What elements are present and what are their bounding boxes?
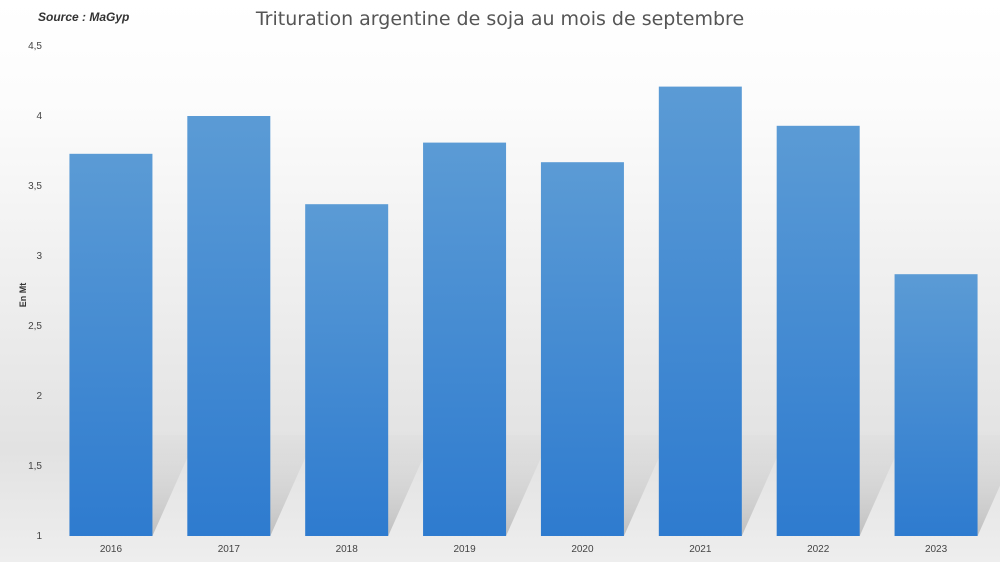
bar-2017 (187, 116, 271, 536)
x-tick-label: 2021 (689, 544, 712, 555)
x-tick-label: 2018 (336, 544, 359, 555)
y-tick-label: 4 (36, 111, 42, 122)
bar-2018 (305, 204, 389, 536)
y-tick-label: 1,5 (28, 461, 42, 472)
bar-2023 (894, 274, 978, 536)
bars (69, 86, 978, 537)
bar-2019 (423, 142, 507, 536)
bar-2020 (540, 162, 624, 536)
source-note: Source : MaGyp (38, 10, 130, 24)
y-tick-label: 1 (36, 531, 42, 542)
y-tick-label: 2 (36, 391, 42, 402)
x-tick-label: 2023 (925, 544, 948, 555)
y-tick-label: 3,5 (28, 181, 42, 192)
bar-2022 (776, 125, 860, 537)
y-axis-ticks: 1 1,5 2 2,5 3 3,5 4 4,5 (28, 41, 42, 542)
bar-2021 (658, 86, 742, 536)
x-tick-label: 2022 (807, 544, 830, 555)
y-tick-label: 4,5 (28, 41, 42, 52)
bar-2016 (69, 153, 153, 537)
x-tick-label: 2019 (453, 544, 476, 555)
y-tick-label: 3 (36, 251, 42, 262)
x-tick-label: 2016 (100, 544, 123, 555)
y-tick-label: 2,5 (28, 321, 42, 332)
x-tick-label: 2020 (571, 544, 594, 555)
x-tick-label: 2017 (218, 544, 241, 555)
chart-title: Trituration argentine de soja au mois de… (255, 8, 745, 30)
x-axis-ticks: 2016 2017 2018 2019 2020 2021 2022 2023 (100, 544, 948, 555)
